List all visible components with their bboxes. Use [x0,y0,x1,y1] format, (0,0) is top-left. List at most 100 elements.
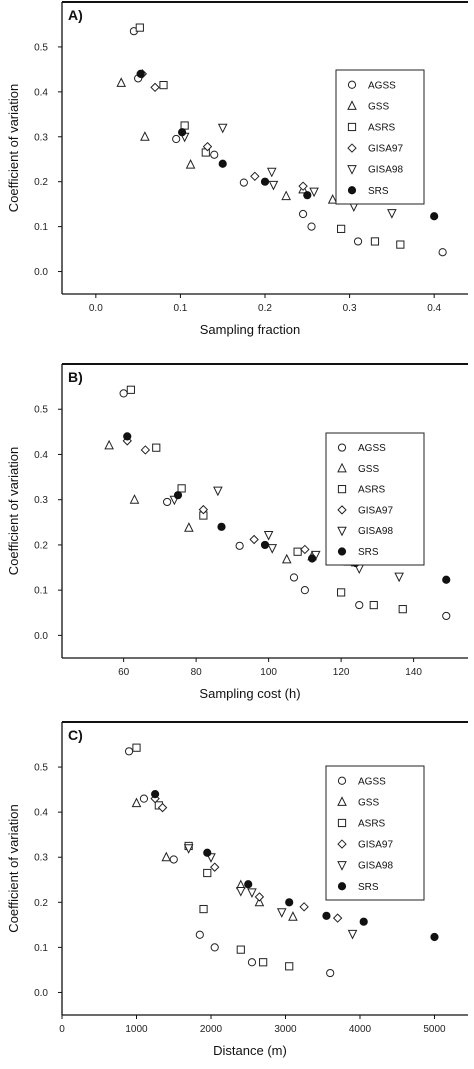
data-point-agss [300,586,309,595]
data-point-gisa97 [299,902,309,912]
data-point-agss [195,930,204,939]
y-tick-label: 0.1 [34,943,48,954]
legend: AGSS GSS ASRS GISA97 GISA98 SRS [335,69,425,205]
data-point-gisa98 [267,544,278,554]
legend-marker-agss [347,80,357,89]
data-point-asrs [199,904,208,914]
panel-label: C) [68,727,83,743]
legend-label: GSS [358,464,379,475]
y-tick-label: 0.2 [34,540,48,551]
data-point-gisa98 [263,530,274,541]
legend-label: GISA97 [368,144,403,155]
legend-label: GISA98 [368,165,403,176]
legend-label: GISA97 [358,505,393,516]
data-point-agss [119,389,128,398]
x-tick-label: 0 [59,1024,65,1035]
y-tick-label: 0.5 [34,763,48,774]
x-axis-label: Distance (m) [213,1043,287,1058]
x-tick-label: 60 [118,667,130,678]
legend: AGSS GSS ASRS GISA97 GISA98 SRS [325,765,425,901]
data-point-agss [124,747,134,756]
y-tick-label: 0.4 [34,87,48,98]
data-point-gisa97 [254,892,265,902]
legend-marker-gss [337,462,347,473]
legend-marker-asrs [337,818,347,828]
legend-marker-srs [337,547,347,556]
data-point-asrs [203,868,212,878]
data-point-srs [151,790,160,799]
data-point-agss [298,209,308,219]
data-point-srs [217,522,226,531]
data-point-gss [288,911,298,921]
data-point-srs [442,575,451,584]
data-point-gisa98 [213,486,223,497]
data-point-gisa98 [276,908,287,918]
legend-marker-srs [337,882,347,891]
data-point-gss [140,131,150,141]
data-point-gisa98 [387,209,397,219]
x-tick-label: 0.1 [173,303,187,314]
legend-marker-gisa97 [337,839,347,849]
data-point-asrs [370,237,380,246]
y-tick-label: 0.5 [34,405,48,416]
data-point-srs [178,128,187,137]
legend-marker-gss [347,100,357,110]
chart-panel-2: 0.0 0.1 0.2 0.3 0.4 0.5 60 80 100 120 140 B) Samplin… [6,363,468,701]
data-point-asrs [180,121,189,130]
x-tick-label: 0.3 [343,303,357,314]
data-point-gss [327,194,338,204]
data-point-gisa98 [394,572,404,583]
legend-box [325,765,425,901]
x-tick-label: 2000 [200,1024,223,1035]
y-tick-label: 0.4 [34,450,48,461]
x-tick-label: 120 [333,667,350,678]
legend-marker-gisa97 [347,143,357,153]
data-point-agss [442,611,451,621]
y-axis-label: Coefficient of variation [6,447,21,575]
data-point-agss [210,943,219,952]
panel-label: A) [68,7,83,23]
data-point-gss [185,159,196,169]
data-point-gisa98 [309,187,319,198]
data-point-agss [235,541,244,550]
data-point-gisa97 [332,913,343,923]
legend-marker-agss [337,776,347,785]
x-axis-label: Sampling fraction [200,322,300,337]
legend-marker-agss [337,443,347,452]
data-point-agss [438,248,447,257]
legend-label: GSS [358,797,379,808]
legend-label: SRS [358,882,379,893]
legend-label: AGSS [358,443,386,454]
legend-label: SRS [358,547,379,558]
data-point-srs [260,177,270,186]
data-point-agss [353,237,363,246]
data-point-gisa97 [300,544,310,555]
legend-marker-asrs [347,122,357,132]
data-point-gisa97 [202,141,213,152]
data-point-gisa97 [210,862,220,872]
y-tick-label: 0.3 [34,132,48,143]
data-point-gisa98 [247,888,257,899]
data-point-agss [210,150,219,159]
data-point-gisa97 [198,504,209,515]
panel-label: B) [68,369,83,385]
y-tick-label: 0.1 [34,222,48,233]
legend-box [325,432,425,566]
legend-label: ASRS [368,122,396,133]
y-axis-label: Coefficient of variation [6,804,21,932]
y-tick-label: 0.4 [34,808,48,819]
legend-label: GISA97 [358,840,393,851]
x-tick-label: 80 [191,667,203,678]
legend-marker-gisa98 [337,526,347,537]
legend-marker-gisa97 [337,505,347,515]
data-point-gss [281,553,292,564]
data-point-srs [430,212,439,221]
legend-label: GISA98 [358,861,393,872]
data-point-agss [307,222,316,231]
data-point-agss [355,600,364,610]
data-point-srs [308,554,317,563]
data-point-srs [203,848,212,857]
data-point-gss [161,851,172,862]
data-point-gss [116,77,127,87]
